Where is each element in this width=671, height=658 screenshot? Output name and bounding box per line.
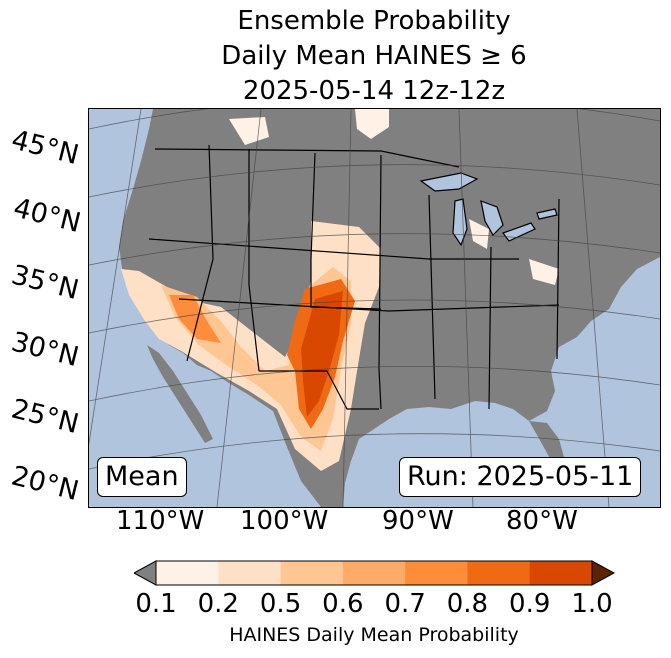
run-label-box: Run: 2025-05-11 — [399, 457, 642, 497]
title-line-1: Ensemble Probability — [237, 6, 511, 36]
lat-label-40n: 40°N — [10, 192, 84, 240]
stat-label-box: Mean — [97, 457, 187, 497]
colorbar-tick-label: 0.2 — [197, 589, 239, 619]
map-panel — [88, 108, 661, 508]
map-svg — [89, 109, 660, 507]
lat-label-25n: 25°N — [8, 393, 82, 441]
lon-label-100w: 100°W — [240, 506, 329, 536]
lat-label-30n: 30°N — [8, 326, 82, 374]
colorbar-tick-label: 0.8 — [446, 589, 489, 619]
state-borders — [148, 144, 560, 410]
lon-label-110w: 110°W — [116, 506, 205, 536]
graticule-lon-100 — [216, 109, 262, 507]
lat-label-35n: 35°N — [8, 259, 82, 307]
colorbar-bin — [467, 561, 531, 585]
graticule-lat-25 — [89, 366, 660, 402]
prob-band-very-low — [229, 109, 559, 285]
colorbar-label: HAINES Daily Mean Probability — [229, 624, 519, 646]
colorbar-tick-label: 0.5 — [259, 589, 302, 619]
state-border-latitude-36 — [178, 298, 560, 312]
title-line-3: 2025-05-14 12z-12z — [242, 76, 506, 106]
colorbar-over-triangle — [591, 560, 616, 586]
graticule-lat-20 — [89, 433, 660, 470]
colorbar-tick-label: 1.0 — [571, 589, 613, 619]
state-border-latitude-40 — [148, 238, 519, 260]
colorbar-bins — [156, 561, 593, 585]
colorbar-tick-label: 0.1 — [135, 589, 177, 619]
land-area — [89, 109, 660, 507]
lake-ontario — [536, 208, 558, 220]
title-line-2: Daily Mean HAINES ≥ 6 — [221, 41, 527, 71]
colorbar-bin — [342, 561, 406, 585]
graticule-lon-75 — [576, 109, 610, 507]
lake-erie — [502, 222, 536, 242]
colorbar-bin — [218, 561, 282, 585]
prob-region-plains-core — [301, 291, 343, 417]
lake-huron — [480, 200, 504, 236]
colorbar-bin — [405, 561, 468, 585]
graticule-lon-110 — [89, 109, 142, 446]
state-border-atlantic — [556, 198, 560, 360]
graticule-lat-30 — [89, 299, 660, 334]
state-border-east — [488, 246, 492, 410]
colorbar — [134, 560, 616, 586]
baja-peninsula — [147, 345, 213, 443]
colorbar-bin — [156, 561, 219, 585]
lon-label-80w: 80°W — [506, 506, 578, 536]
graticule-lat-35 — [89, 233, 660, 266]
colorbar-tick-label: 0.7 — [384, 589, 426, 619]
lat-label-20n: 20°N — [8, 460, 82, 508]
colorbar-under-triangle — [134, 560, 157, 586]
colorbar-tick-label: 0.6 — [322, 589, 364, 619]
colorbar-outline — [155, 560, 593, 586]
lat-label-45n: 45°N — [8, 124, 82, 172]
graticule-lon-85 — [458, 109, 474, 507]
state-border-central — [378, 154, 382, 410]
graticule-lat-45 — [89, 109, 660, 130]
graticule-lat-40 — [89, 164, 660, 198]
graticule — [89, 109, 660, 507]
state-border-mississippi — [428, 194, 436, 400]
graticule-lon-95 — [342, 109, 352, 507]
state-border-west — [186, 144, 214, 362]
lon-label-90w: 90°W — [382, 506, 454, 536]
prob-region-southwest — [169, 295, 221, 343]
colorbar-bin — [529, 561, 593, 585]
lake-superior — [419, 172, 479, 192]
canada-border — [154, 148, 460, 168]
colorbar-tick-label: 0.9 — [509, 589, 551, 619]
state-border-mountain — [248, 149, 260, 372]
colorbar-bin — [280, 561, 344, 585]
